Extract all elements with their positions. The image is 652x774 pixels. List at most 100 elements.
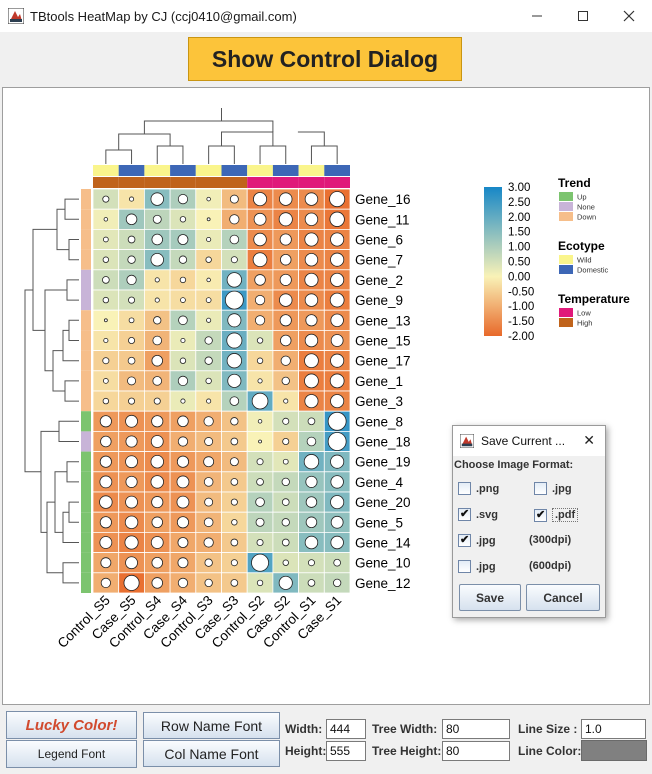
- colorbar-tick-label: 1.00: [508, 242, 530, 254]
- heatmap-circle: [280, 355, 291, 366]
- heatmap-circle: [102, 276, 110, 284]
- heatmap-circle: [330, 454, 345, 469]
- heatmap-circle: [180, 297, 186, 303]
- heatmap-circle: [103, 217, 109, 222]
- png-checkbox[interactable]: .png: [458, 482, 499, 495]
- row-name-font-button[interactable]: Row Name Font: [143, 712, 280, 739]
- heatmap-circle: [256, 357, 264, 364]
- heatmap-circle: [330, 394, 345, 409]
- heatmap-circle: [329, 292, 345, 308]
- heatmap-circle: [251, 553, 269, 572]
- heatmap-circle: [150, 455, 164, 469]
- row-dendrogram: [56, 208, 69, 251]
- legend-item-label: Domestic: [577, 266, 609, 275]
- row-label: Gene_15: [355, 334, 411, 349]
- tree-width-input[interactable]: 80: [442, 719, 510, 739]
- png-label: .png: [476, 482, 500, 495]
- legend-item-label: None: [577, 203, 595, 212]
- jpg-300-label: .jpg: [476, 534, 496, 547]
- heatmap-circle: [150, 536, 164, 549]
- heatmap-circle: [282, 458, 289, 465]
- row-label: Gene_7: [355, 253, 403, 268]
- jpg-600dpi-checkbox[interactable]: .jpg: [458, 560, 496, 573]
- checkbox-checked-icon[interactable]: [458, 507, 471, 521]
- row-label: Gene_4: [355, 475, 404, 490]
- heatmap-circle: [230, 498, 238, 506]
- heatmap-circle: [330, 313, 344, 328]
- heatmap-circle: [230, 538, 239, 547]
- row-dendrogram: [46, 501, 63, 574]
- row-label: Gene_10: [355, 556, 411, 571]
- heatmap-circle: [99, 516, 112, 529]
- show-control-dialog-button[interactable]: Show Control Dialog: [188, 37, 462, 81]
- heatmap-circle: [99, 415, 112, 428]
- heatmap-circle: [205, 256, 212, 263]
- trend-annotation: [81, 189, 91, 210]
- heatmap-circle: [279, 192, 293, 206]
- jpg-300dpi-checkbox[interactable]: .jpg: [458, 533, 496, 547]
- width-input[interactable]: 444: [326, 719, 366, 739]
- trend-annotation: [81, 350, 91, 371]
- heatmap-circle: [280, 253, 292, 266]
- close-button[interactable]: [606, 0, 652, 32]
- heatmap-circle: [282, 559, 289, 566]
- heatmap-canvas: Gene_16 Gene_11 Gene_6 Gene_7 Gene_2 Gene_9 Ge…: [2, 87, 650, 705]
- checkbox-checked-icon[interactable]: [534, 508, 547, 522]
- colorbar: [484, 187, 502, 336]
- heatmap-circle: [151, 233, 163, 246]
- row-label: Gene_8: [355, 414, 403, 429]
- dialog-close-icon[interactable]: ✕: [583, 432, 595, 448]
- heatmap-circle: [282, 437, 290, 445]
- heatmap-circle: [102, 195, 110, 203]
- svg-checkbox[interactable]: .svg: [458, 507, 498, 521]
- heatmap-circle: [327, 411, 347, 431]
- heatmap-circle: [330, 515, 344, 529]
- col-name-font-button[interactable]: Col Name Font: [143, 740, 280, 767]
- tree-height-input[interactable]: 80: [442, 741, 510, 761]
- heatmap-circle: [281, 518, 290, 527]
- heatmap-circle: [280, 334, 292, 347]
- heatmap-circle: [281, 538, 290, 547]
- heatmap-circle: [153, 397, 161, 405]
- pdf-checkbox[interactable]: .pdf: [534, 508, 579, 522]
- heatmap-circle: [152, 376, 163, 386]
- temperature-annotation: [93, 177, 119, 188]
- trend-annotation: [81, 209, 91, 230]
- checkbox-icon[interactable]: [458, 560, 471, 573]
- height-input[interactable]: 555: [326, 741, 366, 761]
- heatmap-circle: [99, 536, 113, 549]
- row-dendrogram: [24, 289, 41, 473]
- line-color-swatch[interactable]: [581, 740, 647, 761]
- trend-annotation: [81, 249, 91, 270]
- heatmap-circle: [102, 357, 110, 365]
- heatmap-circle: [176, 516, 190, 529]
- heatmap-circle: [177, 194, 189, 205]
- heatmap-circle: [303, 454, 320, 470]
- row-dendrogram: [66, 461, 79, 483]
- line-size-input[interactable]: 1.0: [581, 719, 646, 739]
- heatmap-circle: [205, 297, 212, 303]
- heatmap-circle: [305, 516, 318, 529]
- heatmap-circle: [204, 497, 214, 507]
- tree-height-label: Tree Height:: [372, 744, 442, 758]
- minimize-icon: [532, 15, 542, 17]
- cancel-button[interactable]: Cancel: [526, 584, 600, 611]
- heatmap-circle: [330, 495, 345, 510]
- heatmap-circle: [128, 397, 136, 405]
- heatmap-circle: [102, 397, 110, 405]
- checkbox-checked-icon[interactable]: [458, 533, 471, 547]
- lucky-color-button[interactable]: Lucky Color!: [6, 711, 137, 739]
- legend-font-button[interactable]: Legend Font: [6, 740, 137, 768]
- checkbox-icon[interactable]: [534, 482, 547, 495]
- line-size-label: Line Size :: [518, 722, 578, 736]
- minimize-button[interactable]: [514, 0, 560, 32]
- heatmap-circle: [151, 556, 163, 569]
- jpg-checkbox[interactable]: .jpg: [534, 482, 572, 495]
- heatmap-circle: [125, 455, 138, 469]
- maximize-button[interactable]: [560, 0, 606, 32]
- heatmap-circle: [305, 475, 318, 488]
- save-button[interactable]: Save: [459, 584, 521, 611]
- trend-annotation: [81, 229, 91, 250]
- row-dendrogram: [58, 420, 79, 442]
- checkbox-icon[interactable]: [458, 482, 471, 495]
